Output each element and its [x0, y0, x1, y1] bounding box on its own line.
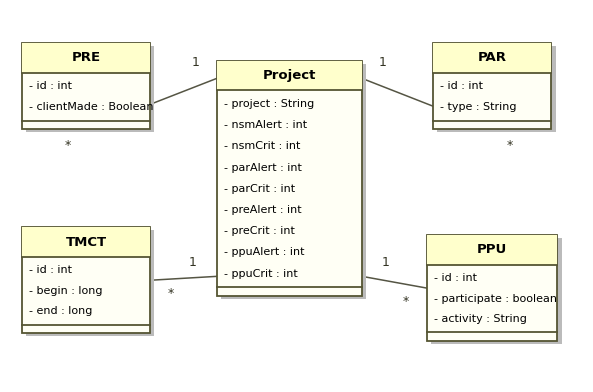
FancyBboxPatch shape [26, 230, 154, 336]
Text: - project : String: - project : String [224, 99, 314, 109]
Text: - id : int: - id : int [434, 273, 477, 283]
Text: 1: 1 [382, 256, 390, 269]
Text: - id : int: - id : int [440, 81, 483, 91]
FancyBboxPatch shape [437, 46, 556, 132]
Text: *: * [507, 138, 513, 152]
Text: - participate : boolean: - participate : boolean [434, 294, 557, 303]
Text: - preAlert : int: - preAlert : int [224, 205, 301, 215]
Text: - parAlert : int: - parAlert : int [224, 163, 302, 172]
Text: - begin : long: - begin : long [29, 286, 103, 296]
Text: - type : String: - type : String [440, 102, 517, 112]
Text: PRE: PRE [71, 51, 101, 64]
FancyBboxPatch shape [22, 43, 149, 73]
FancyBboxPatch shape [427, 235, 557, 341]
Text: - preCrit : int: - preCrit : int [224, 226, 295, 236]
Text: - id : int: - id : int [29, 265, 72, 275]
FancyBboxPatch shape [22, 227, 149, 333]
Text: *: * [167, 287, 174, 301]
Text: Project: Project [263, 69, 316, 82]
FancyBboxPatch shape [22, 43, 149, 129]
Text: - id : int: - id : int [29, 81, 72, 91]
FancyBboxPatch shape [427, 235, 557, 265]
Text: 1: 1 [379, 56, 387, 69]
Text: PAR: PAR [478, 51, 506, 64]
Text: - end : long: - end : long [29, 306, 93, 316]
Text: - nsmAlert : int: - nsmAlert : int [224, 120, 307, 130]
Text: 1: 1 [189, 256, 197, 269]
Text: PPU: PPU [477, 243, 508, 256]
Text: 1: 1 [192, 56, 200, 69]
FancyBboxPatch shape [431, 238, 562, 344]
Text: - nsmCrit : int: - nsmCrit : int [224, 142, 300, 151]
FancyBboxPatch shape [433, 43, 551, 73]
Text: TMCT: TMCT [65, 236, 107, 249]
FancyBboxPatch shape [217, 61, 362, 296]
Text: - clientMade : Boolean: - clientMade : Boolean [29, 102, 154, 112]
Text: - activity : String: - activity : String [434, 314, 527, 324]
FancyBboxPatch shape [26, 46, 154, 132]
FancyBboxPatch shape [221, 64, 366, 299]
Text: - parCrit : int: - parCrit : int [224, 184, 295, 194]
Text: *: * [65, 138, 71, 152]
FancyBboxPatch shape [433, 43, 551, 129]
Text: - ppuCrit : int: - ppuCrit : int [224, 269, 298, 279]
Text: - ppuAlert : int: - ppuAlert : int [224, 247, 304, 258]
Text: *: * [403, 295, 409, 309]
FancyBboxPatch shape [217, 61, 362, 90]
FancyBboxPatch shape [22, 227, 149, 257]
